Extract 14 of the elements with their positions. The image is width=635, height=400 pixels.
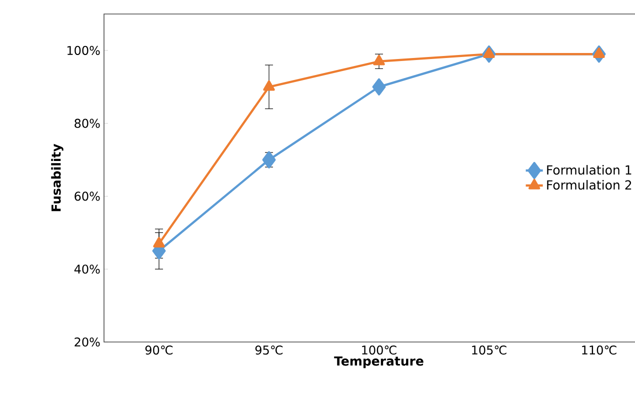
x-tick-label: 95℃ <box>255 346 283 355</box>
legend-label: Formulation 2 <box>547 180 632 190</box>
y-axis-title: Fusability <box>51 144 64 212</box>
y-tick-label: 40% <box>74 264 100 274</box>
x-tick-label: 90℃ <box>145 346 173 355</box>
y-tick-label: 60% <box>74 192 100 201</box>
y-tick-label: 80% <box>74 118 100 128</box>
legend-label: Formulation 1 <box>547 165 632 175</box>
x-tick-label: 100℃ <box>362 346 396 355</box>
x-tick-label: 105℃ <box>472 346 506 355</box>
y-tick-label: 100% <box>67 46 100 55</box>
x-tick-label: 110℃ <box>582 346 616 355</box>
x-axis-title: Temperature <box>334 356 424 368</box>
y-tick-label: 20% <box>74 337 100 347</box>
